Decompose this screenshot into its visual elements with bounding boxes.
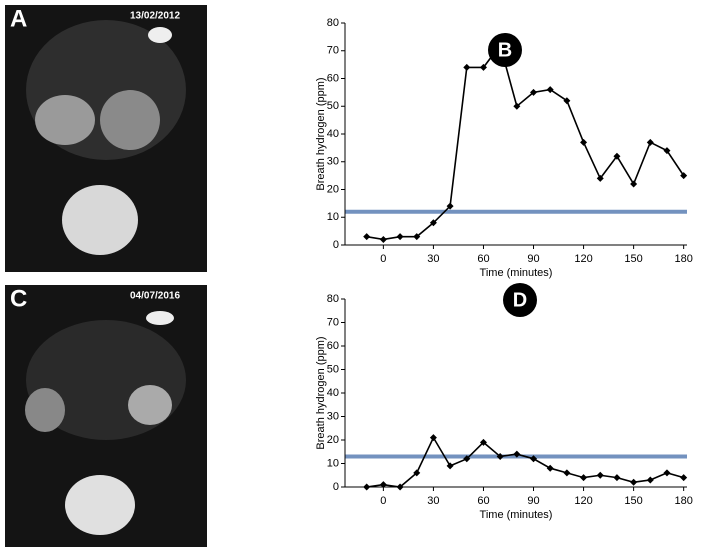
data-point: [580, 474, 588, 482]
y-tick-label: 20: [327, 434, 339, 446]
data-point: [596, 174, 604, 182]
data-point: [413, 469, 421, 477]
x-tick-label: 0: [380, 253, 386, 265]
x-tick-label: 90: [527, 495, 539, 507]
data-point: [530, 455, 538, 463]
data-point: [680, 172, 688, 180]
y-tick-label: 40: [327, 128, 339, 140]
data-point: [513, 102, 521, 110]
y-axis-label: Breath hydrogen (ppm): [315, 336, 327, 449]
panel-badge: [503, 283, 537, 317]
y-tick-label: 0: [333, 239, 339, 251]
y-tick-label: 30: [327, 410, 339, 422]
x-tick-label: 30: [427, 495, 439, 507]
panel-label: C: [10, 285, 27, 312]
data-point: [379, 481, 387, 489]
data-point: [580, 138, 588, 146]
y-tick-label: 40: [327, 387, 339, 399]
x-axis-label: Time (minutes): [480, 267, 553, 279]
x-tick-label: 180: [674, 253, 692, 265]
data-point: [563, 97, 571, 105]
data-point: [630, 180, 638, 188]
data-point: [496, 452, 504, 460]
data-point: [479, 63, 487, 71]
mri-image: [5, 5, 207, 272]
data-point: [546, 86, 554, 94]
x-tick-label: 60: [477, 495, 489, 507]
y-tick-label: 50: [327, 363, 339, 375]
x-tick-label: 0: [380, 495, 386, 507]
x-axis-label: Time (minutes): [480, 509, 553, 521]
data-point: [630, 478, 638, 486]
y-tick-label: 10: [327, 211, 339, 223]
data-point: [413, 233, 421, 241]
data-point: [680, 474, 688, 482]
x-tick-label: 90: [527, 253, 539, 265]
data-point: [663, 147, 671, 155]
y-axis-label: Breath hydrogen (ppm): [315, 77, 327, 190]
y-tick-label: 30: [327, 156, 339, 168]
y-tick-label: 60: [327, 72, 339, 84]
data-line: [366, 43, 685, 241]
data-point: [396, 483, 404, 491]
x-tick-label: 150: [624, 253, 642, 265]
data-point: [479, 438, 487, 446]
y-tick-label: 80: [327, 293, 339, 305]
data-point: [613, 152, 621, 160]
y-tick-label: 80: [327, 17, 339, 29]
panel-label: D: [513, 289, 527, 311]
data-point: [363, 233, 371, 241]
y-tick-label: 20: [327, 183, 339, 195]
data-point: [663, 469, 671, 477]
x-tick-label: 60: [477, 253, 489, 265]
y-tick-label: 0: [333, 481, 339, 493]
data-point: [613, 474, 621, 482]
data-point: [646, 476, 654, 484]
y-tick-label: 10: [327, 457, 339, 469]
panel-label: A: [10, 5, 27, 32]
x-tick-label: 150: [624, 495, 642, 507]
data-point: [429, 219, 437, 227]
data-point: [363, 483, 371, 491]
data-point: [463, 63, 471, 71]
data-line: [366, 435, 684, 488]
x-tick-label: 120: [574, 253, 592, 265]
data-point: [646, 138, 654, 146]
data-point: [530, 88, 538, 96]
panel-badge: [488, 33, 522, 67]
data-point: [596, 471, 604, 479]
x-tick-label: 120: [574, 495, 592, 507]
y-tick-label: 70: [327, 316, 339, 328]
x-tick-label: 30: [427, 253, 439, 265]
data-point: [463, 455, 471, 463]
data-point: [513, 450, 521, 458]
x-tick-label: 180: [674, 495, 692, 507]
panel-label: B: [498, 39, 512, 61]
data-point: [446, 202, 454, 210]
data-point: [396, 233, 404, 241]
data-point: [446, 462, 454, 470]
date-label: 13/02/2012: [130, 11, 180, 22]
date-label: 04/07/2016: [130, 291, 180, 302]
data-point: [379, 235, 387, 243]
data-point: [429, 434, 437, 442]
data-point: [546, 464, 554, 472]
y-tick-label: 60: [327, 340, 339, 352]
mri-image: [5, 285, 207, 547]
y-tick-label: 70: [327, 45, 339, 57]
data-point: [563, 469, 571, 477]
y-tick-label: 50: [327, 100, 339, 112]
